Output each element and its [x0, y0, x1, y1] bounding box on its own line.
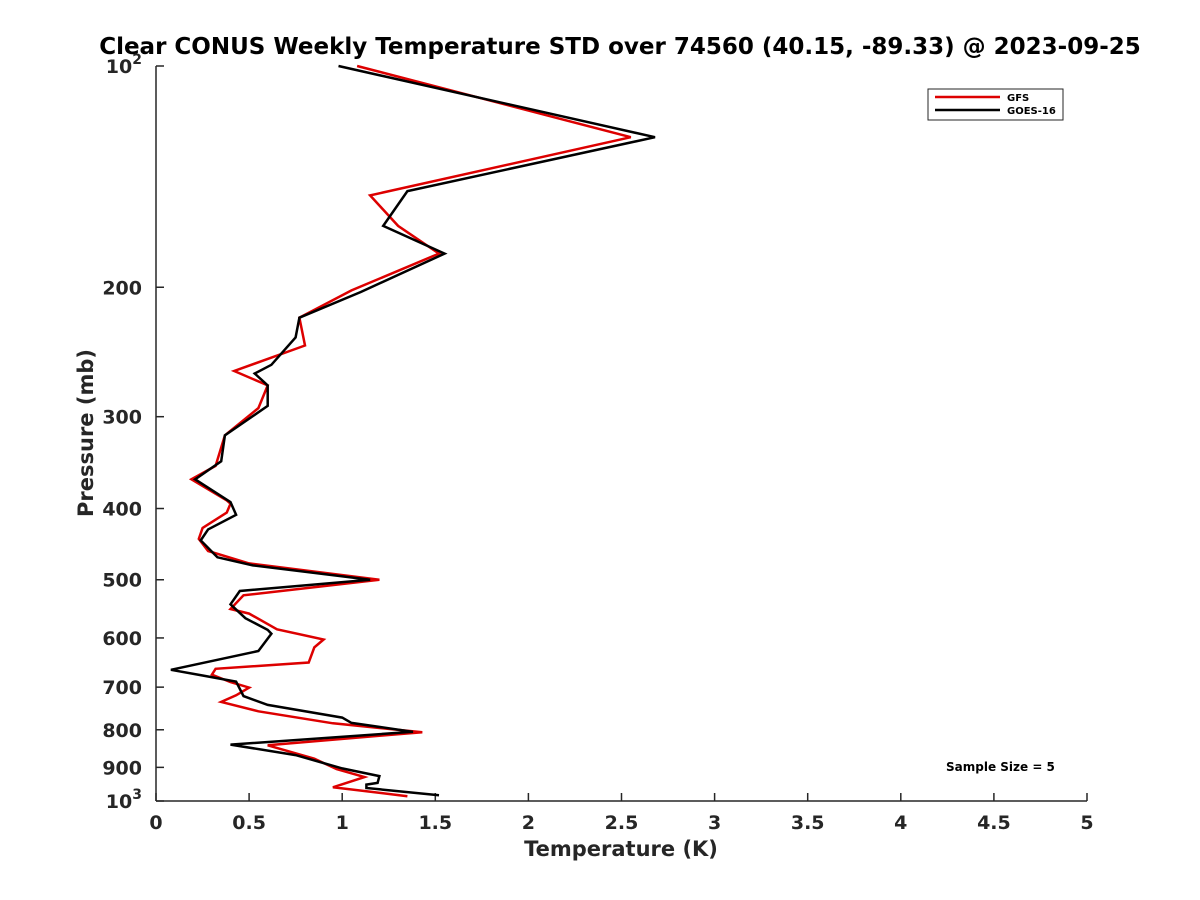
x-tick-label: 1.5 — [418, 812, 452, 834]
y-tick-label: 900 — [102, 757, 142, 779]
legend: GFS GOES-16 — [927, 88, 1064, 121]
y-tick-exponent: 3 — [132, 787, 142, 803]
x-tick-label: 5 — [1080, 812, 1093, 834]
x-tick-label: 4 — [894, 812, 907, 834]
y-axis-label: Pressure (mb) — [74, 349, 98, 517]
y-tick-label: 300 — [102, 407, 142, 429]
legend-box — [927, 88, 1064, 121]
y-tick-label: 200 — [102, 277, 142, 299]
x-tick-group: 0 0.5 1 1.5 2 2.5 3 3.5 4 4.5 5 — [149, 793, 1094, 834]
y-tick-label: 800 — [102, 720, 142, 742]
sample-size-annotation: Sample Size = 5 — [946, 760, 1055, 774]
x-tick-label: 1 — [336, 812, 349, 834]
y-tick-label: 103 — [106, 787, 142, 813]
y-tick-label: 700 — [102, 677, 142, 699]
x-tick-label: 4.5 — [977, 812, 1011, 834]
x-tick-label: 3.5 — [791, 812, 825, 834]
y-tick-label: 600 — [102, 628, 142, 650]
y-tick-exponent: 2 — [132, 52, 142, 68]
x-tick-label: 0 — [149, 812, 162, 834]
x-tick-label: 3 — [708, 812, 721, 834]
legend-label-goes16: GOES-16 — [1007, 106, 1056, 117]
chart-title: Clear CONUS Weekly Temperature STD over … — [99, 34, 1141, 60]
y-tick-label: 500 — [102, 570, 142, 592]
x-axis-label: Temperature (K) — [524, 837, 718, 861]
x-tick-label: 2 — [522, 812, 535, 834]
series-line-goes-16 — [170, 64, 656, 797]
x-tick-label: 0.5 — [232, 812, 266, 834]
legend-label-gfs: GFS — [1007, 93, 1029, 104]
y-tick-label: 400 — [102, 499, 142, 521]
series-line-gfs — [188, 64, 632, 798]
y-tick-base: 10 — [106, 791, 132, 813]
y-tick-base: 10 — [106, 56, 132, 78]
series-line-group — [170, 64, 656, 798]
x-tick-label: 2.5 — [605, 812, 639, 834]
y-tick-label: 102 — [106, 52, 142, 78]
